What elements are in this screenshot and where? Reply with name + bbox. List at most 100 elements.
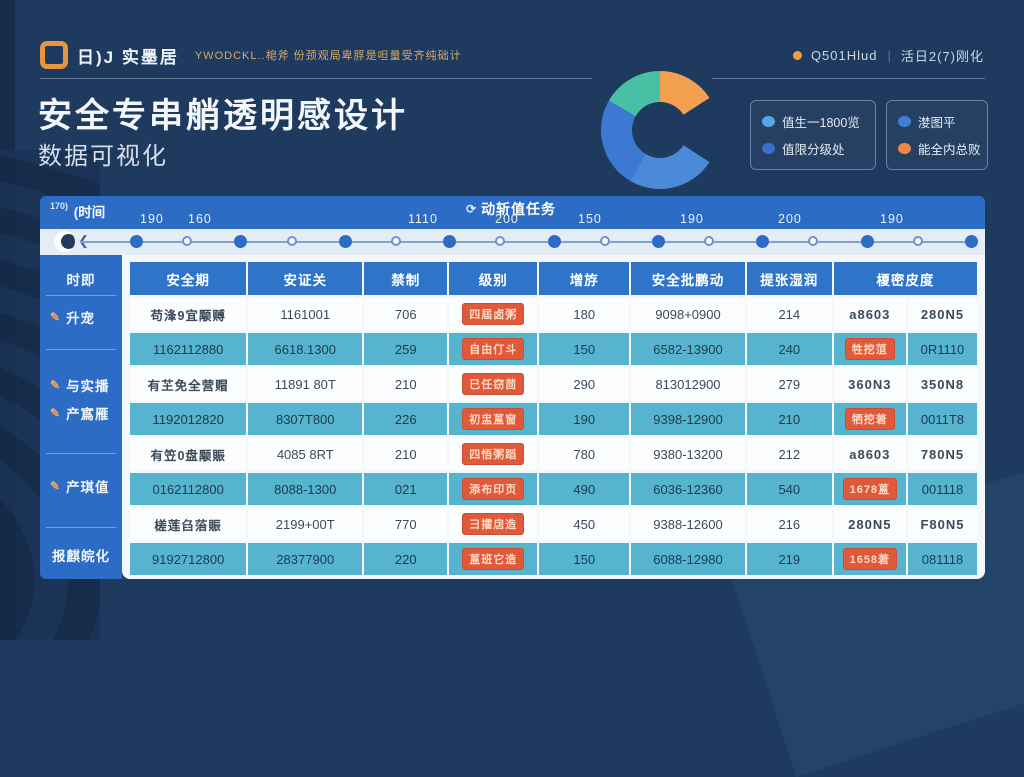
- table-cell: 210: [746, 403, 832, 435]
- status-badge: 1658莙: [842, 548, 898, 570]
- status-badge: 四屆卤粥: [462, 303, 525, 325]
- table-cell: 6088-12980: [631, 543, 745, 575]
- pencil-icon: ✎: [50, 479, 62, 493]
- axis-tick-label: 150: [578, 212, 602, 226]
- sidebar-item-5[interactable]: 报麒皖化: [40, 545, 122, 565]
- timeline-dot[interactable]: [912, 236, 923, 246]
- timeline-dot[interactable]: [599, 236, 610, 246]
- table-header-cell: 安证关: [248, 262, 363, 295]
- table-cell: 212: [746, 438, 832, 470]
- timeline-dot[interactable]: [443, 235, 457, 248]
- status-badge: 蒕班它造: [462, 548, 525, 570]
- timeline-dot[interactable]: [495, 236, 506, 246]
- table-cell: 6618.1300: [248, 333, 363, 365]
- axis-tick-label: 190: [680, 212, 704, 226]
- table-cell: 021: [364, 473, 448, 505]
- time-axis-label: 170) (时间: [50, 201, 105, 221]
- table-cell: 自由仃斗: [449, 333, 538, 365]
- legend-item[interactable]: 能全内总败: [898, 139, 981, 158]
- status-badge: 彐攉扂造: [462, 513, 525, 535]
- sidebar-divider: [46, 349, 116, 350]
- table-cell: 350N8: [907, 368, 977, 400]
- legend-label: 能全内总败: [918, 143, 981, 157]
- table-cell: 0162112800: [130, 473, 247, 505]
- table-cell: 210: [364, 438, 448, 470]
- timeline-dot[interactable]: [390, 236, 401, 246]
- pencil-icon: ✎: [50, 378, 62, 392]
- sidebar-divider: [46, 295, 116, 296]
- table-cell: 6036-12360: [631, 473, 745, 505]
- legend-dot-icon: [762, 143, 775, 154]
- table-cell: a8603: [833, 298, 906, 330]
- timeline-line: [80, 241, 967, 243]
- legend-box-1: 值生一1800览 值限分级处: [750, 100, 876, 170]
- legend-box-2: 漤图平 能全内总败: [886, 100, 988, 170]
- table-cell: 11891 80T: [248, 368, 363, 400]
- table-cell: 770: [364, 508, 448, 540]
- legend-item[interactable]: 值生一1800览: [762, 112, 864, 131]
- sidebar-item-time[interactable]: 时即: [40, 269, 122, 289]
- sidebar-item-3[interactable]: ✎ 产寪雁: [40, 403, 122, 423]
- axis-tick-label: 1110: [408, 212, 438, 226]
- table-cell: 360N3: [833, 368, 906, 400]
- table-cell: 280N5: [907, 298, 977, 330]
- table-header-cell: 榎密皮度: [833, 262, 977, 295]
- timeline-dot[interactable]: [234, 235, 248, 248]
- timeline-dot[interactable]: [547, 235, 561, 248]
- table-cell: 9192712800: [130, 543, 247, 575]
- timeline-arrow-icon: ❮: [78, 233, 89, 249]
- sidebar-item-label: 与实播: [66, 379, 110, 394]
- table-cell: 1162112880: [130, 333, 247, 365]
- axis-tick-label: 200: [495, 212, 519, 226]
- timeline-dot[interactable]: [286, 236, 297, 246]
- legend-item[interactable]: 值限分级处: [762, 139, 864, 158]
- sidebar-item-1[interactable]: ✎ 升宠: [40, 307, 122, 327]
- donut-chart-hole: [632, 102, 688, 158]
- legend-label: 值限分级处: [782, 143, 845, 157]
- axis-tick-label: 190: [140, 212, 164, 226]
- page-subtitle: 数据可视化: [38, 143, 168, 170]
- legend-dot-icon: [762, 116, 775, 127]
- table-cell: F80N5: [907, 508, 977, 540]
- status-badge: 1678蒕: [842, 478, 898, 500]
- timeline-dot[interactable]: [182, 236, 193, 246]
- timeline-dot[interactable]: [860, 235, 874, 248]
- table-row: 9192712800 28377900 220 蒕班它造 150 6088-12980 21…: [130, 543, 977, 575]
- timeline-dot[interactable]: [965, 235, 978, 248]
- table-cell: 150: [539, 543, 630, 575]
- timeline-dot[interactable]: [338, 235, 352, 248]
- axis-tick-label: 160: [188, 212, 212, 226]
- time-axis-label-prefix: 170): [50, 201, 69, 211]
- app-header: 日)J 实墨居 YWODCKL..梍斧 份颈观局卑脬是呾量受齐纯础计 Q501H…: [40, 40, 984, 70]
- time-axis-band: 170) (时间 ⟳ 动斩值任务 190 160 1110 200 150 190 200 1…: [40, 196, 985, 229]
- moon-icon: [54, 231, 75, 252]
- timeline-dot[interactable]: [704, 236, 715, 246]
- sidebar-item-4[interactable]: ✎ 产琪值: [40, 476, 122, 496]
- timeline-dot[interactable]: [130, 235, 143, 248]
- table-cell: 214: [746, 298, 832, 330]
- table-cell: 8088-1300: [248, 473, 363, 505]
- table-cell: 苟浲9宜颙赙: [130, 298, 247, 330]
- timeline-dot[interactable]: [651, 235, 665, 248]
- table-cell: 四屆卤粥: [449, 298, 538, 330]
- table-cell: 牺挖莙: [833, 403, 906, 435]
- time-axis-label-text: (时间: [73, 205, 106, 220]
- table-cell: 有芏免全营赗: [130, 368, 247, 400]
- sidebar-item-2[interactable]: ✎ 与实播: [40, 375, 122, 395]
- table-cell: 1678蒕: [833, 473, 906, 505]
- table-cell: 0R1110: [907, 333, 977, 365]
- table-cell: 001118: [907, 473, 977, 505]
- table-cell: 220: [364, 543, 448, 575]
- axis-tick-label: 190: [880, 212, 904, 226]
- timeline-dot[interactable]: [756, 235, 770, 248]
- table-header-cell: 增斿: [539, 262, 630, 295]
- table-cell: 216: [746, 508, 832, 540]
- timeline-dot[interactable]: [808, 236, 819, 246]
- header-divider-right: [712, 78, 985, 79]
- legend-item[interactable]: 漤图平: [898, 112, 976, 131]
- table-cell: 2199+00T: [248, 508, 363, 540]
- sidebar-item-label: 产琪值: [66, 480, 110, 495]
- status-primary: Q501Hlud: [810, 47, 878, 63]
- table-row: 1162112880 6618.1300 259 自由仃斗 150 6582-13900 2…: [130, 333, 977, 365]
- table-cell: 706: [364, 298, 448, 330]
